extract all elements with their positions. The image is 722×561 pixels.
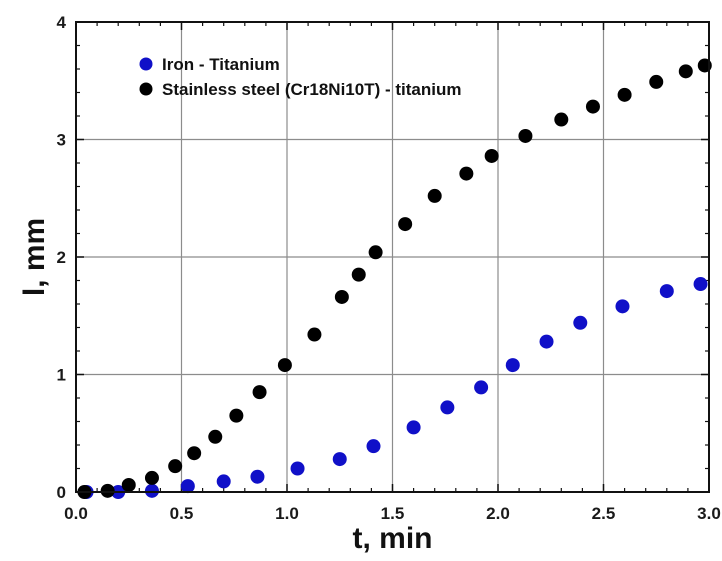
point-iron-titanium xyxy=(366,439,381,454)
x-tick-label: 1.0 xyxy=(275,504,299,523)
point-stainless-steel-titanium xyxy=(427,188,442,203)
point-stainless-steel-titanium xyxy=(484,148,499,163)
point-stainless-steel-titanium xyxy=(459,166,474,181)
legend-marker-iron-titanium xyxy=(139,57,153,71)
point-stainless-steel-titanium xyxy=(121,477,136,492)
point-stainless-steel-titanium xyxy=(187,446,202,461)
x-tick-label: 0.5 xyxy=(170,504,194,523)
point-iron-titanium xyxy=(693,277,708,292)
point-stainless-steel-titanium xyxy=(168,459,183,474)
point-stainless-steel-titanium xyxy=(617,87,632,102)
x-tick-label: 2.5 xyxy=(592,504,616,523)
y-tick-label: 3 xyxy=(57,131,66,150)
point-stainless-steel-titanium xyxy=(277,358,292,373)
point-stainless-steel-titanium xyxy=(334,289,349,304)
point-iron-titanium xyxy=(440,400,455,415)
point-stainless-steel-titanium xyxy=(252,385,267,400)
legend-label-stainless-steel-titanium: Stainless steel (Cr18Ni10T) - titanium xyxy=(162,80,461,99)
tick-labels: 0.0 0.5 1.0 1.5 2.0 2.5 3.0 0 1 2 3 4 xyxy=(57,13,721,523)
point-iron-titanium xyxy=(290,461,305,476)
data-points xyxy=(77,58,712,499)
point-iron-titanium xyxy=(539,334,554,349)
x-tick-label: 3.0 xyxy=(697,504,721,523)
point-iron-titanium xyxy=(406,420,421,435)
x-tick-label: 0.0 xyxy=(64,504,88,523)
point-stainless-steel-titanium xyxy=(307,327,322,342)
y-tick-label: 1 xyxy=(57,366,66,385)
point-stainless-steel-titanium xyxy=(585,99,600,114)
point-stainless-steel-titanium xyxy=(649,74,664,89)
y-tick-label: 4 xyxy=(57,13,67,32)
point-iron-titanium xyxy=(474,380,489,395)
point-iron-titanium xyxy=(332,452,347,467)
point-iron-titanium xyxy=(615,299,630,314)
x-axis-title: t, min xyxy=(353,522,433,555)
point-stainless-steel-titanium xyxy=(398,217,413,232)
point-iron-titanium xyxy=(180,479,195,494)
point-iron-titanium xyxy=(216,474,231,489)
point-iron-titanium xyxy=(573,315,588,330)
point-stainless-steel-titanium xyxy=(229,408,244,423)
y-tick-label: 2 xyxy=(57,248,66,267)
point-iron-titanium xyxy=(250,469,265,484)
point-stainless-steel-titanium xyxy=(678,64,693,79)
point-stainless-steel-titanium xyxy=(518,128,533,143)
point-stainless-steel-titanium xyxy=(368,245,383,260)
point-stainless-steel-titanium xyxy=(351,267,366,282)
point-iron-titanium xyxy=(659,284,674,299)
point-stainless-steel-titanium xyxy=(208,429,223,444)
x-tick-label: 1.5 xyxy=(381,504,405,523)
point-stainless-steel-titanium xyxy=(100,483,115,498)
legend-label-iron-titanium: Iron - Titanium xyxy=(162,55,280,74)
y-tick-label: 0 xyxy=(57,483,66,502)
point-iron-titanium xyxy=(144,483,159,498)
point-stainless-steel-titanium xyxy=(144,470,159,485)
legend-marker-stainless-steel-titanium xyxy=(139,82,153,96)
legend: Iron - Titanium Stainless steel (Cr18Ni1… xyxy=(139,55,461,99)
point-iron-titanium xyxy=(505,358,520,373)
x-tick-label: 2.0 xyxy=(486,504,510,523)
grid xyxy=(76,22,709,492)
plot-frame xyxy=(75,21,710,493)
point-stainless-steel-titanium xyxy=(554,112,569,127)
y-axis-title: l, mm xyxy=(18,218,51,296)
